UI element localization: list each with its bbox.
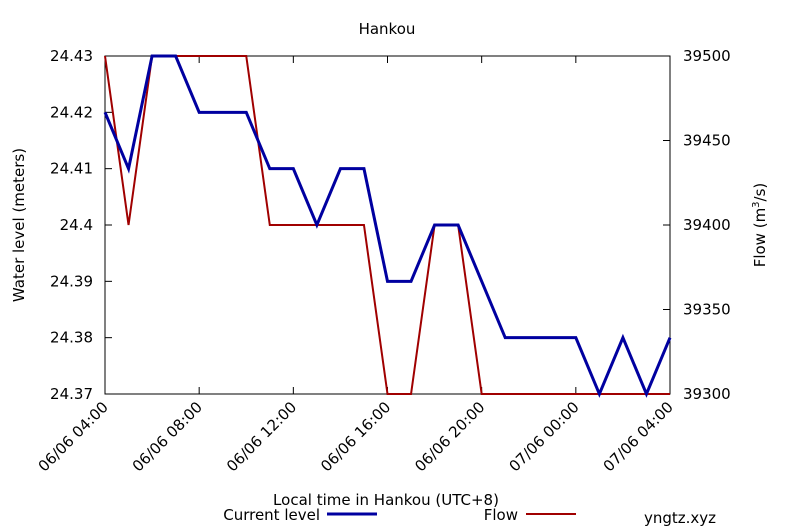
plot-frame xyxy=(104,55,671,395)
y-left-tick-label: 24.42 xyxy=(50,103,93,121)
legend-label-current-level: Current level xyxy=(223,506,320,524)
y-axis-left: 24.37 24.38 24.39 24.4 24.41 24.42 24.43 xyxy=(50,47,112,403)
y-left-tick-label: 24.43 xyxy=(50,47,93,65)
series-line-flow xyxy=(104,55,670,395)
y-axis-left-title: Water level (meters) xyxy=(10,148,28,302)
x-tick-label: 06/06 12:00 xyxy=(223,398,300,475)
y-right-tick-label: 39400 xyxy=(683,216,731,234)
x-axis: 06/06 04:00 06/06 08:00 06/06 12:00 06/06 1… xyxy=(35,56,677,475)
y-right-tick-label: 39450 xyxy=(683,132,731,150)
y-axis-right-title: Flow (m3/s) xyxy=(751,183,769,268)
x-tick-label: 07/06 00:00 xyxy=(505,398,582,475)
x-tick-label: 06/06 20:00 xyxy=(411,398,488,475)
y-axis-right-title-prefix: Flow (m xyxy=(751,208,769,267)
x-tick-label: 07/06 04:00 xyxy=(600,398,677,475)
y-axis-right-title-sup: 3 xyxy=(751,201,762,207)
y-left-tick-label: 24.41 xyxy=(50,160,93,178)
series-layer xyxy=(103,54,672,398)
y-right-tick-label: 39500 xyxy=(683,47,731,65)
y-right-tick-label: 39300 xyxy=(683,385,731,403)
x-tick-label: 06/06 08:00 xyxy=(129,398,206,475)
series-line-current-level xyxy=(103,54,672,398)
x-axis-title: Local time in Hankou (UTC+8) xyxy=(273,491,499,509)
legend-label-flow: Flow xyxy=(484,506,518,524)
x-tick-label: 06/06 16:00 xyxy=(317,398,394,475)
y-left-tick-label: 24.38 xyxy=(50,329,93,347)
x-tick-label: 06/06 04:00 xyxy=(35,398,112,475)
legend: Current level Flow xyxy=(223,506,576,524)
y-left-tick-label: 24.4 xyxy=(60,216,93,234)
chart-title: Hankou xyxy=(359,20,416,38)
y-axis-right-title-suffix: /s) xyxy=(751,183,769,202)
y-right-tick-label: 39350 xyxy=(683,301,731,319)
y-left-tick-label: 24.39 xyxy=(50,272,93,290)
y-axis-right: 39300 39350 39400 39450 39500 xyxy=(663,47,731,403)
plot-area xyxy=(104,55,671,395)
watermark: yngtz.xyz xyxy=(644,509,716,527)
y-left-tick-label: 24.37 xyxy=(50,385,93,403)
